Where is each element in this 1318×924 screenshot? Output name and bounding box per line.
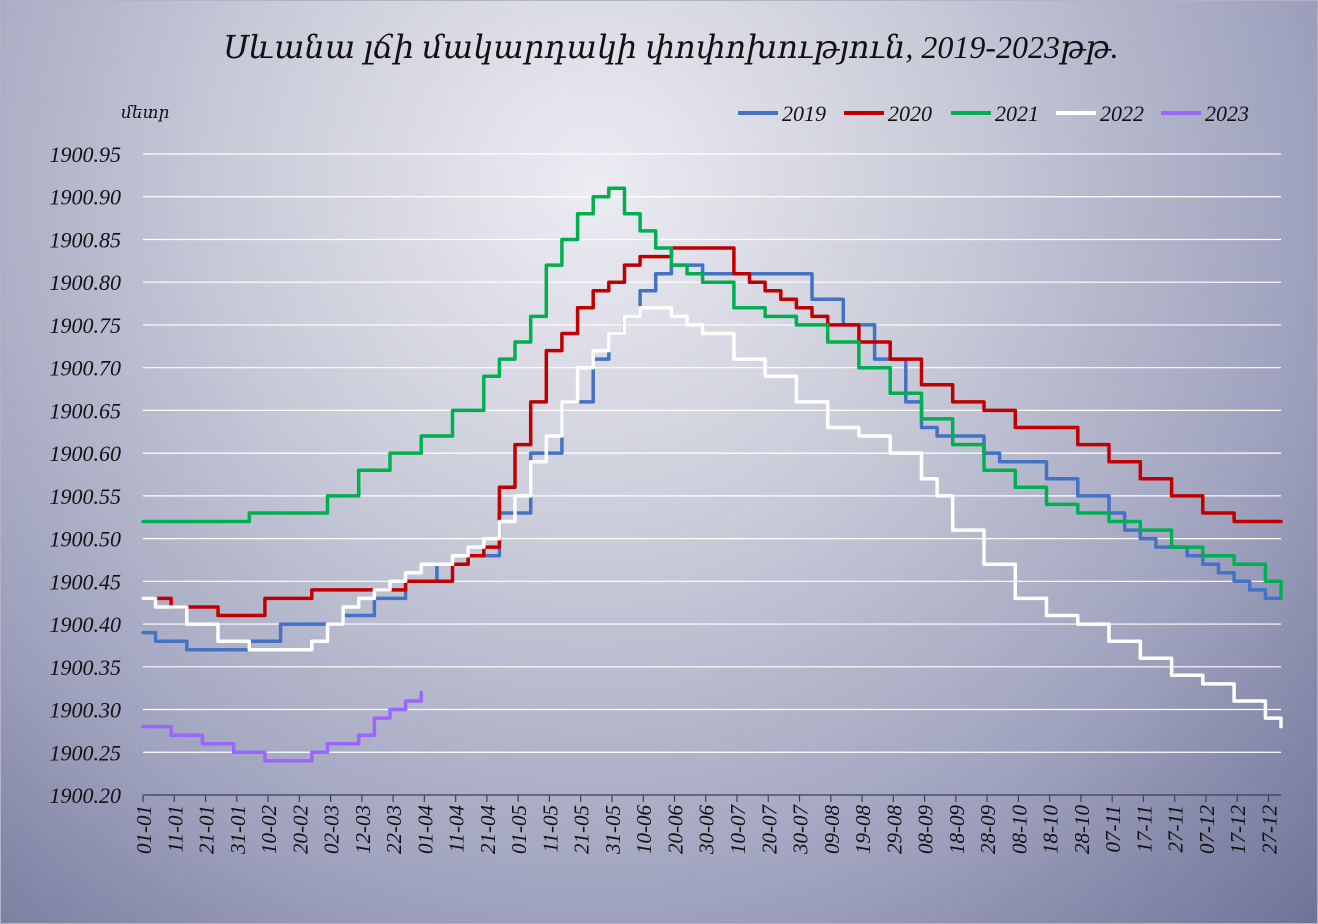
y-tick-label: 1900.85 <box>50 227 122 252</box>
x-tick-label: 30-06 <box>695 805 719 855</box>
axes: 1900.20 1900.25 1900.30 1900.35 1900.40 1900.… <box>50 142 1282 855</box>
x-tick-label: 30-07 <box>789 804 813 855</box>
x-tick-label: 31-01 <box>226 805 250 855</box>
x-tick-label: 08-09 <box>914 805 938 854</box>
x-tick-label: 28-10 <box>1070 805 1094 854</box>
x-tick-label: 17-12 <box>1226 805 1250 854</box>
x-tick-label: 31-05 <box>601 805 625 855</box>
y-tick-label: 1900.25 <box>50 740 122 765</box>
x-tick-label: 11-04 <box>445 805 469 853</box>
y-tick-label: 1900.45 <box>50 569 122 594</box>
y-tick-label: 1900.80 <box>50 270 122 295</box>
y-tick-label: 1900.55 <box>50 484 122 509</box>
legend-label-2023: 2023 <box>1205 101 1249 126</box>
x-tick-label: 21-04 <box>476 805 500 854</box>
x-tick-label: 28-09 <box>976 805 1000 854</box>
legend-label-2019: 2019 <box>782 101 826 126</box>
x-tick-label: 07-11 <box>1101 805 1125 852</box>
x-tick-label: 07-12 <box>1195 805 1219 854</box>
x-tick-label: 21-01 <box>195 805 219 854</box>
y-tick-label: 1900.65 <box>50 398 122 423</box>
series-line-2019 <box>141 263 1283 652</box>
x-tick-label: 27-12 <box>1257 805 1281 854</box>
y-tick-label: 1900.30 <box>50 698 122 723</box>
x-tick-label: 01-05 <box>507 805 531 854</box>
y-tick-label: 1900.70 <box>50 356 122 381</box>
x-tick-label: 11-05 <box>538 805 562 852</box>
x-tick-label: 09-08 <box>820 805 844 854</box>
chart-title: Սևանա լճի մակարդակի փոփոխություն, 2019-2… <box>223 29 1118 65</box>
series-lines <box>141 186 1283 763</box>
legend-label-2021: 2021 <box>995 101 1039 126</box>
y-tick-label: 1900.20 <box>50 783 122 808</box>
x-tick-label: 18-10 <box>1039 805 1063 854</box>
x-tick-label: 11-01 <box>163 805 187 852</box>
y-tick-label: 1900.60 <box>50 441 122 466</box>
y-tick-label: 1900.35 <box>50 655 122 680</box>
x-tick-label: 01-01 <box>132 805 156 854</box>
x-tick-label: 20-07 <box>757 804 781 854</box>
x-tick-label: 18-09 <box>945 805 969 854</box>
x-tick-label: 02-03 <box>320 805 344 854</box>
y-tick-label: 1900.40 <box>50 612 122 637</box>
gridlines <box>143 153 1281 753</box>
y-tick-label: 1900.50 <box>50 527 122 552</box>
x-tick-label: 20-06 <box>663 805 687 854</box>
legend-label-2020: 2020 <box>888 101 932 126</box>
x-tick-label: 19-08 <box>851 805 875 854</box>
x-tick-label: 10-07 <box>726 804 750 854</box>
x-tick-label: 10-02 <box>257 805 281 854</box>
x-tick-label: 01-04 <box>413 805 437 854</box>
x-tick-label: 10-06 <box>632 805 656 854</box>
series-line-2020 <box>141 246 1283 618</box>
x-tick-label: 22-03 <box>382 805 406 854</box>
series-line-2023 <box>141 690 423 763</box>
x-tick-label: 20-02 <box>288 805 312 854</box>
x-tick-label: 21-05 <box>570 805 594 854</box>
y-tick-label: 1900.75 <box>50 313 122 338</box>
x-tick-label: 08-10 <box>1007 805 1031 854</box>
x-tick-label: 12-03 <box>351 805 375 854</box>
x-tick-label: 29-08 <box>882 805 906 854</box>
legend: 2019 2020 2021 2022 2023 <box>738 101 1249 126</box>
y-tick-label: 1900.95 <box>50 142 122 167</box>
x-tick-label: 27-11 <box>1164 805 1188 852</box>
x-tick-label: 17-11 <box>1132 805 1156 852</box>
series-line-2021 <box>141 186 1283 601</box>
series-line-2022 <box>141 306 1283 729</box>
legend-label-2022: 2022 <box>1100 101 1144 126</box>
y-tick-label: 1900.90 <box>50 185 122 210</box>
y-axis-unit-label: մետր <box>121 103 169 122</box>
